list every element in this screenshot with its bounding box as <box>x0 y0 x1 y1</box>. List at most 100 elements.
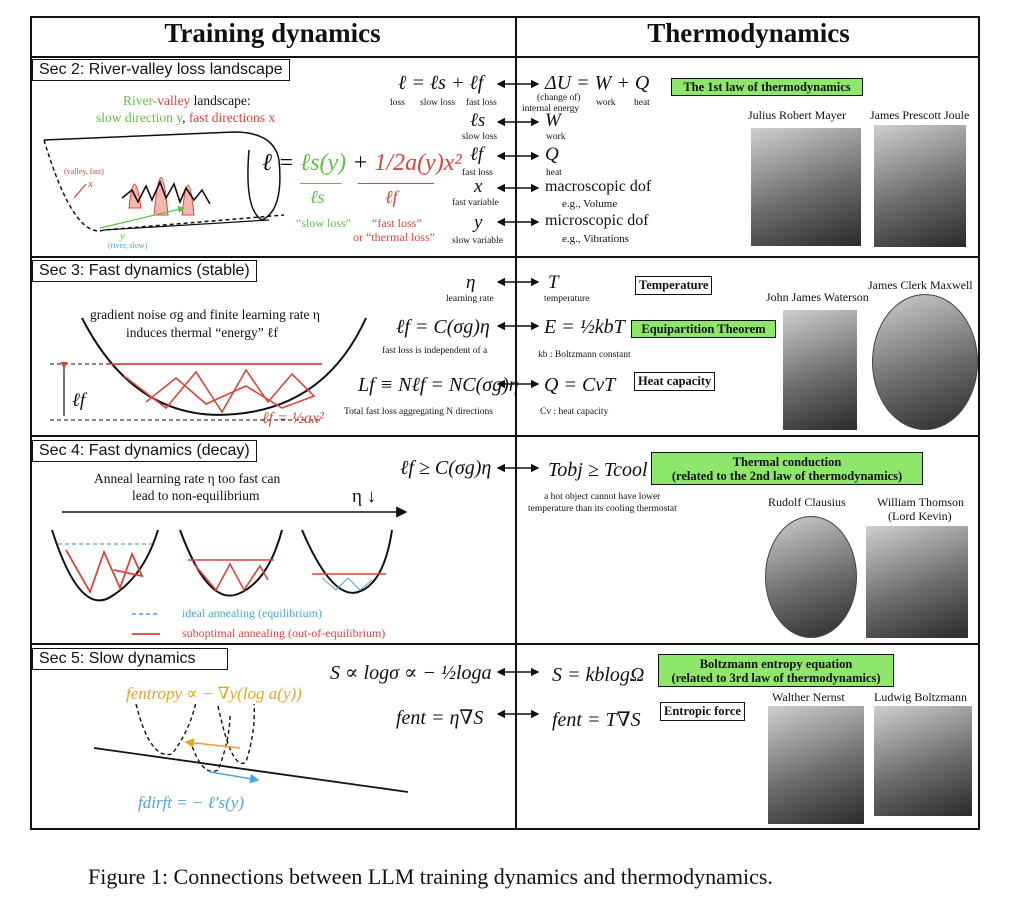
r6-right-sub: temperature <box>544 294 590 304</box>
r8-left-sub: Total fast loss aggregating N directions <box>344 407 493 417</box>
r1-left-sub-2: fast loss <box>466 98 497 108</box>
valley-x: x <box>88 178 93 190</box>
r3-left-sub: fast loss <box>462 168 493 178</box>
r3-right-sub: heat <box>546 168 562 178</box>
conduction-line2: (related to the 2nd law of thermodynamic… <box>671 469 903 483</box>
r4-left: x <box>474 176 483 197</box>
row-divider-2 <box>30 435 980 437</box>
r3-left: ℓf <box>470 144 484 165</box>
mapping-arrows <box>496 79 540 389</box>
brace-fast <box>358 183 434 184</box>
river-y: y <box>120 230 125 242</box>
portrait-joule <box>874 125 966 247</box>
r9-right-sub1: a hot object cannot have lower <box>544 492 661 502</box>
legend-suboptimal: suboptimal annealing (out-of-equilibrium… <box>182 626 386 640</box>
portrait-nernst <box>768 706 864 824</box>
thermal-loss-label: or “thermal loss” <box>353 230 435 244</box>
sec4-title: Sec 4: Fast dynamics (decay) <box>32 440 257 462</box>
r8-right: Q = CvT <box>544 374 616 396</box>
figure-caption: Figure 1: Connections between LLM traini… <box>88 864 773 889</box>
r2-left-sub: slow loss <box>462 132 498 142</box>
boltz-line1: Boltzmann entropy equation <box>699 657 853 671</box>
r1-right-sub-a: (change of) <box>537 93 581 103</box>
portrait-boltzmann <box>874 706 972 816</box>
name-mayer: Julius Robert Mayer <box>748 108 846 122</box>
label-temperature: Temperature <box>635 276 713 295</box>
eta-down: η ↓ <box>352 486 377 507</box>
row-divider-1 <box>30 256 980 258</box>
r6-left-sub: learning rate <box>446 294 494 304</box>
sec5-title: Sec 5: Slow dynamics <box>32 648 228 670</box>
portrait-maxwell <box>872 294 978 430</box>
r11-right: fent = T∇S <box>552 709 641 731</box>
header-training: Training dynamics <box>164 18 381 48</box>
r1-left-sub-1: slow loss <box>420 98 456 108</box>
noise-line2: induces thermal “energy” ℓf <box>126 325 279 340</box>
slow-dynamics-sketch <box>93 701 409 793</box>
r3-right: Q <box>545 144 559 165</box>
r2-left: ℓs <box>470 110 486 131</box>
sec3-title: Sec 3: Fast dynamics (stable) <box>32 260 257 282</box>
anneal-line2: lead to non-equilibrium <box>132 488 260 503</box>
column-divider <box>515 16 517 830</box>
r1-right: ΔU = W + Q <box>545 72 650 94</box>
portrait-waterson <box>783 310 857 430</box>
name-maxwell: James Clerk Maxwell <box>868 278 973 292</box>
r10-right: S = kblogΩ <box>552 664 645 686</box>
brace-slow <box>300 183 342 184</box>
legend-ideal: ideal annealing (equilibrium) <box>182 606 322 620</box>
r1-right-sub-b: internal energy <box>522 104 580 114</box>
name-clausius: Rudolf Clausius <box>768 495 846 509</box>
name-waterson: John James Waterson <box>766 290 869 304</box>
r10-left: S ∝ logσ ∝ − ½loga <box>330 662 492 684</box>
r5-right: microscopic dof <box>545 212 649 229</box>
r7-left: ℓf = C(σg)η <box>396 316 490 338</box>
conduction-line1: Thermal conduction <box>732 455 842 469</box>
river-label: (river, slow) <box>108 241 148 250</box>
row-divider-3 <box>30 643 980 645</box>
landscape-line2: slow direction y, fast directions x <box>96 110 276 125</box>
r8-right-sub: Cv : heat capacity <box>540 407 609 417</box>
fast-loss-label: “fast loss” <box>372 216 422 230</box>
label-boltzmann-entropy: Boltzmann entropy equation (related to 3… <box>658 654 894 687</box>
r7-right: E = ½kbT <box>544 316 625 338</box>
r2-right-sub: work <box>546 132 566 142</box>
r6-right: T <box>548 272 559 293</box>
landscape-line1: River-valley landscape: <box>123 93 251 108</box>
r1-right-sub-d: heat <box>634 98 650 108</box>
r5-left: y <box>474 212 483 233</box>
f-drift: fdirft = − ℓ′s(y) <box>138 793 244 812</box>
r9-right-sub2: temperature than its cooling thermostat <box>528 504 677 514</box>
anneal-line1: Anneal learning rate η too fast can <box>94 471 281 486</box>
f-entropy: fentropy ∝ − ∇y(log a(y)) <box>126 684 302 703</box>
portrait-thomson <box>866 526 968 638</box>
r5-right-sub: e.g., Vibrations <box>562 233 629 245</box>
r7-right-sub: kb : Boltzmann constant <box>538 350 631 360</box>
stable-bowl <box>50 317 367 421</box>
name-boltzmann: Ludwig Boltzmann <box>874 690 967 704</box>
r8-left: Lf ≡ Nℓf = NC(σg)η <box>358 374 519 396</box>
header-thermo: Thermodynamics <box>647 18 850 48</box>
r1-left-sub-0: loss <box>390 98 405 108</box>
name-thomson2: (Lord Kevin) <box>888 509 952 523</box>
r1-right-sub-c: work <box>596 98 616 108</box>
label-thermal-conduction: Thermal conduction (related to the 2nd l… <box>651 452 923 485</box>
river-valley-sketch <box>43 131 285 232</box>
r4-right: macroscopic dof <box>545 178 652 195</box>
figure-frame <box>30 16 980 830</box>
boltz-line2: (related to 3rd law of thermodynamics) <box>671 671 881 685</box>
label-equipartition: Equipartition Theorem <box>631 320 776 338</box>
r5-left-sub: slow variable <box>452 236 503 246</box>
lf-side-label: ℓf <box>72 390 86 411</box>
r2-right: W <box>545 110 561 131</box>
valley-label: (valley, fast) <box>64 167 104 176</box>
label-first-law: The 1st law of thermodynamics <box>671 78 863 96</box>
sec2-title: Sec 2: River-valley loss landscape <box>32 59 290 81</box>
r11-left: fent = η∇S <box>396 707 484 729</box>
r4-left-sub: fast variable <box>452 198 499 208</box>
r7-left-sub: fast loss is independent of a <box>382 346 488 356</box>
name-nernst: Walther Nernst <box>772 690 845 704</box>
big-loss-equation: ℓ = ℓs(y) + 1/2a(y)x² <box>262 150 462 176</box>
under-lf: ℓf <box>385 187 398 207</box>
header-divider <box>30 56 980 58</box>
